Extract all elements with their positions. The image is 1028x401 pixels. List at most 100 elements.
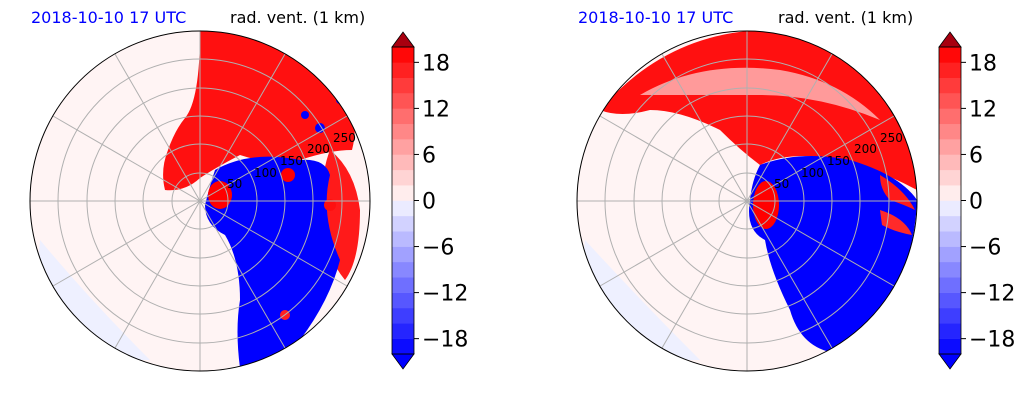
- colorbar-segment: [392, 277, 414, 293]
- colorbar-segment: [392, 77, 414, 94]
- colorbar-segment: [392, 200, 414, 217]
- colorbar-tick-label: −18: [969, 328, 1015, 353]
- colorbar-segment: [392, 62, 414, 78]
- timestamp-label: 2018-10-10 17 UTC: [31, 8, 186, 27]
- colorbar-segment: [392, 93, 414, 109]
- range-labels: 50 100 150 200 250: [774, 131, 903, 191]
- colorbar-segment: [392, 108, 414, 125]
- colorbar-segment: [392, 338, 414, 355]
- range-label: 250: [333, 131, 356, 145]
- colorbar-segments: [939, 47, 961, 355]
- variable-title: rad. vent. (1 km): [230, 8, 365, 27]
- colorbar-segment: [939, 154, 961, 171]
- velocity-field: [30, 31, 360, 368]
- colorbar-segment: [939, 292, 961, 309]
- colorbar-segment: [939, 93, 961, 109]
- range-labels: 50 100 150 200 250: [227, 131, 356, 191]
- inbound-region: [205, 156, 340, 368]
- speckle: [281, 168, 295, 182]
- colorbar-tick-label: 0: [969, 190, 983, 215]
- colorbar-extend-top: [938, 31, 962, 48]
- range-label: 100: [254, 166, 277, 180]
- right-panel: 2018-10-10 17 UTC rad. vent. (1 km): [576, 8, 1015, 372]
- range-label: 150: [280, 154, 303, 168]
- colorbar-tick-label: −12: [969, 282, 1015, 307]
- range-label: 200: [854, 142, 877, 156]
- colorbar-segment: [939, 123, 961, 140]
- colorbar-segment: [392, 139, 414, 155]
- velocity-field: [577, 31, 917, 360]
- range-label: 100: [801, 166, 824, 180]
- colorbar-segment: [392, 215, 414, 232]
- colorbar-segment: [939, 47, 961, 63]
- polar-outline: [576, 30, 918, 372]
- colorbar-extend-top: [391, 31, 415, 48]
- range-label: 150: [827, 154, 850, 168]
- colorbar-tick-label: −6: [422, 236, 454, 261]
- colorbar-tick-label: −18: [422, 328, 468, 353]
- colorbar-segments: [392, 47, 414, 355]
- azimuth-line: [661, 53, 833, 349]
- colorbar-tick-label: 6: [422, 143, 436, 168]
- range-label: 50: [774, 177, 789, 191]
- colorbar-segment: [392, 292, 414, 309]
- colorbar-segment: [939, 323, 961, 339]
- colorbar-segment: [939, 77, 961, 94]
- colorbar-ticks: 18 12 6 0 −6 −12 −18: [414, 51, 468, 353]
- colorbar-segment: [392, 231, 414, 247]
- colorbar: 18 12 6 0 −6 −12 −18: [938, 31, 1015, 370]
- polar-outline: [29, 30, 371, 372]
- inbound-region: [749, 156, 917, 352]
- outbound-region: [600, 31, 917, 190]
- colorbar-segment: [939, 261, 961, 278]
- colorbar-segment: [939, 246, 961, 263]
- polar-plot: 50 100 150 200 250: [576, 30, 918, 372]
- colorbar-segment: [392, 307, 414, 324]
- polar-grid: [577, 31, 917, 371]
- colorbar-segment: [939, 338, 961, 355]
- colorbar-segment: [392, 185, 414, 201]
- colorbar-segment: [392, 261, 414, 278]
- colorbar-segment: [939, 215, 961, 232]
- colorbar-segment: [392, 123, 414, 140]
- range-label: 200: [307, 142, 330, 156]
- colorbar-extend-bottom: [391, 353, 415, 370]
- colorbar-segment: [939, 108, 961, 125]
- colorbar-extend-bottom: [938, 353, 962, 370]
- outbound-core: [753, 181, 779, 229]
- speckle: [301, 111, 309, 119]
- colorbar-segment: [939, 185, 961, 201]
- colorbar-segment: [939, 169, 961, 186]
- colorbar-tick-label: 18: [422, 51, 450, 76]
- colorbar-segment: [939, 62, 961, 78]
- azimuth-line: [114, 53, 286, 349]
- polar-grid: [30, 31, 370, 371]
- colorbar: 18 12 6 0 −6 −12 −18: [391, 31, 468, 370]
- left-panel: 2018-10-10 17 UTC rad. vent. (1 km): [29, 8, 468, 372]
- colorbar-tick-label: 12: [969, 97, 997, 122]
- colorbar-segment: [392, 246, 414, 263]
- colorbar-tick-label: −12: [422, 282, 468, 307]
- colorbar-tick-label: −6: [969, 236, 1001, 261]
- colorbar-tick-label: 18: [969, 51, 997, 76]
- outbound-streak: [640, 67, 880, 120]
- colorbar-tick-label: 6: [969, 143, 983, 168]
- polar-plot: 50 100 150 200 250: [29, 30, 371, 372]
- colorbar-tick-label: 0: [422, 190, 436, 215]
- outbound-region: [163, 31, 355, 191]
- speckle: [324, 199, 336, 211]
- colorbar-segment: [939, 231, 961, 247]
- range-label: 50: [227, 177, 242, 191]
- timestamp-label: 2018-10-10 17 UTC: [578, 8, 733, 27]
- range-label: 250: [880, 131, 903, 145]
- colorbar-segment: [392, 154, 414, 171]
- colorbar-segment: [939, 200, 961, 217]
- colorbar-segment: [392, 323, 414, 339]
- colorbar-segment: [392, 47, 414, 63]
- outbound-core: [208, 181, 232, 209]
- colorbar-segment: [392, 169, 414, 186]
- colorbar-segment: [939, 139, 961, 155]
- colorbar-segment: [939, 307, 961, 324]
- colorbar-segment: [939, 277, 961, 293]
